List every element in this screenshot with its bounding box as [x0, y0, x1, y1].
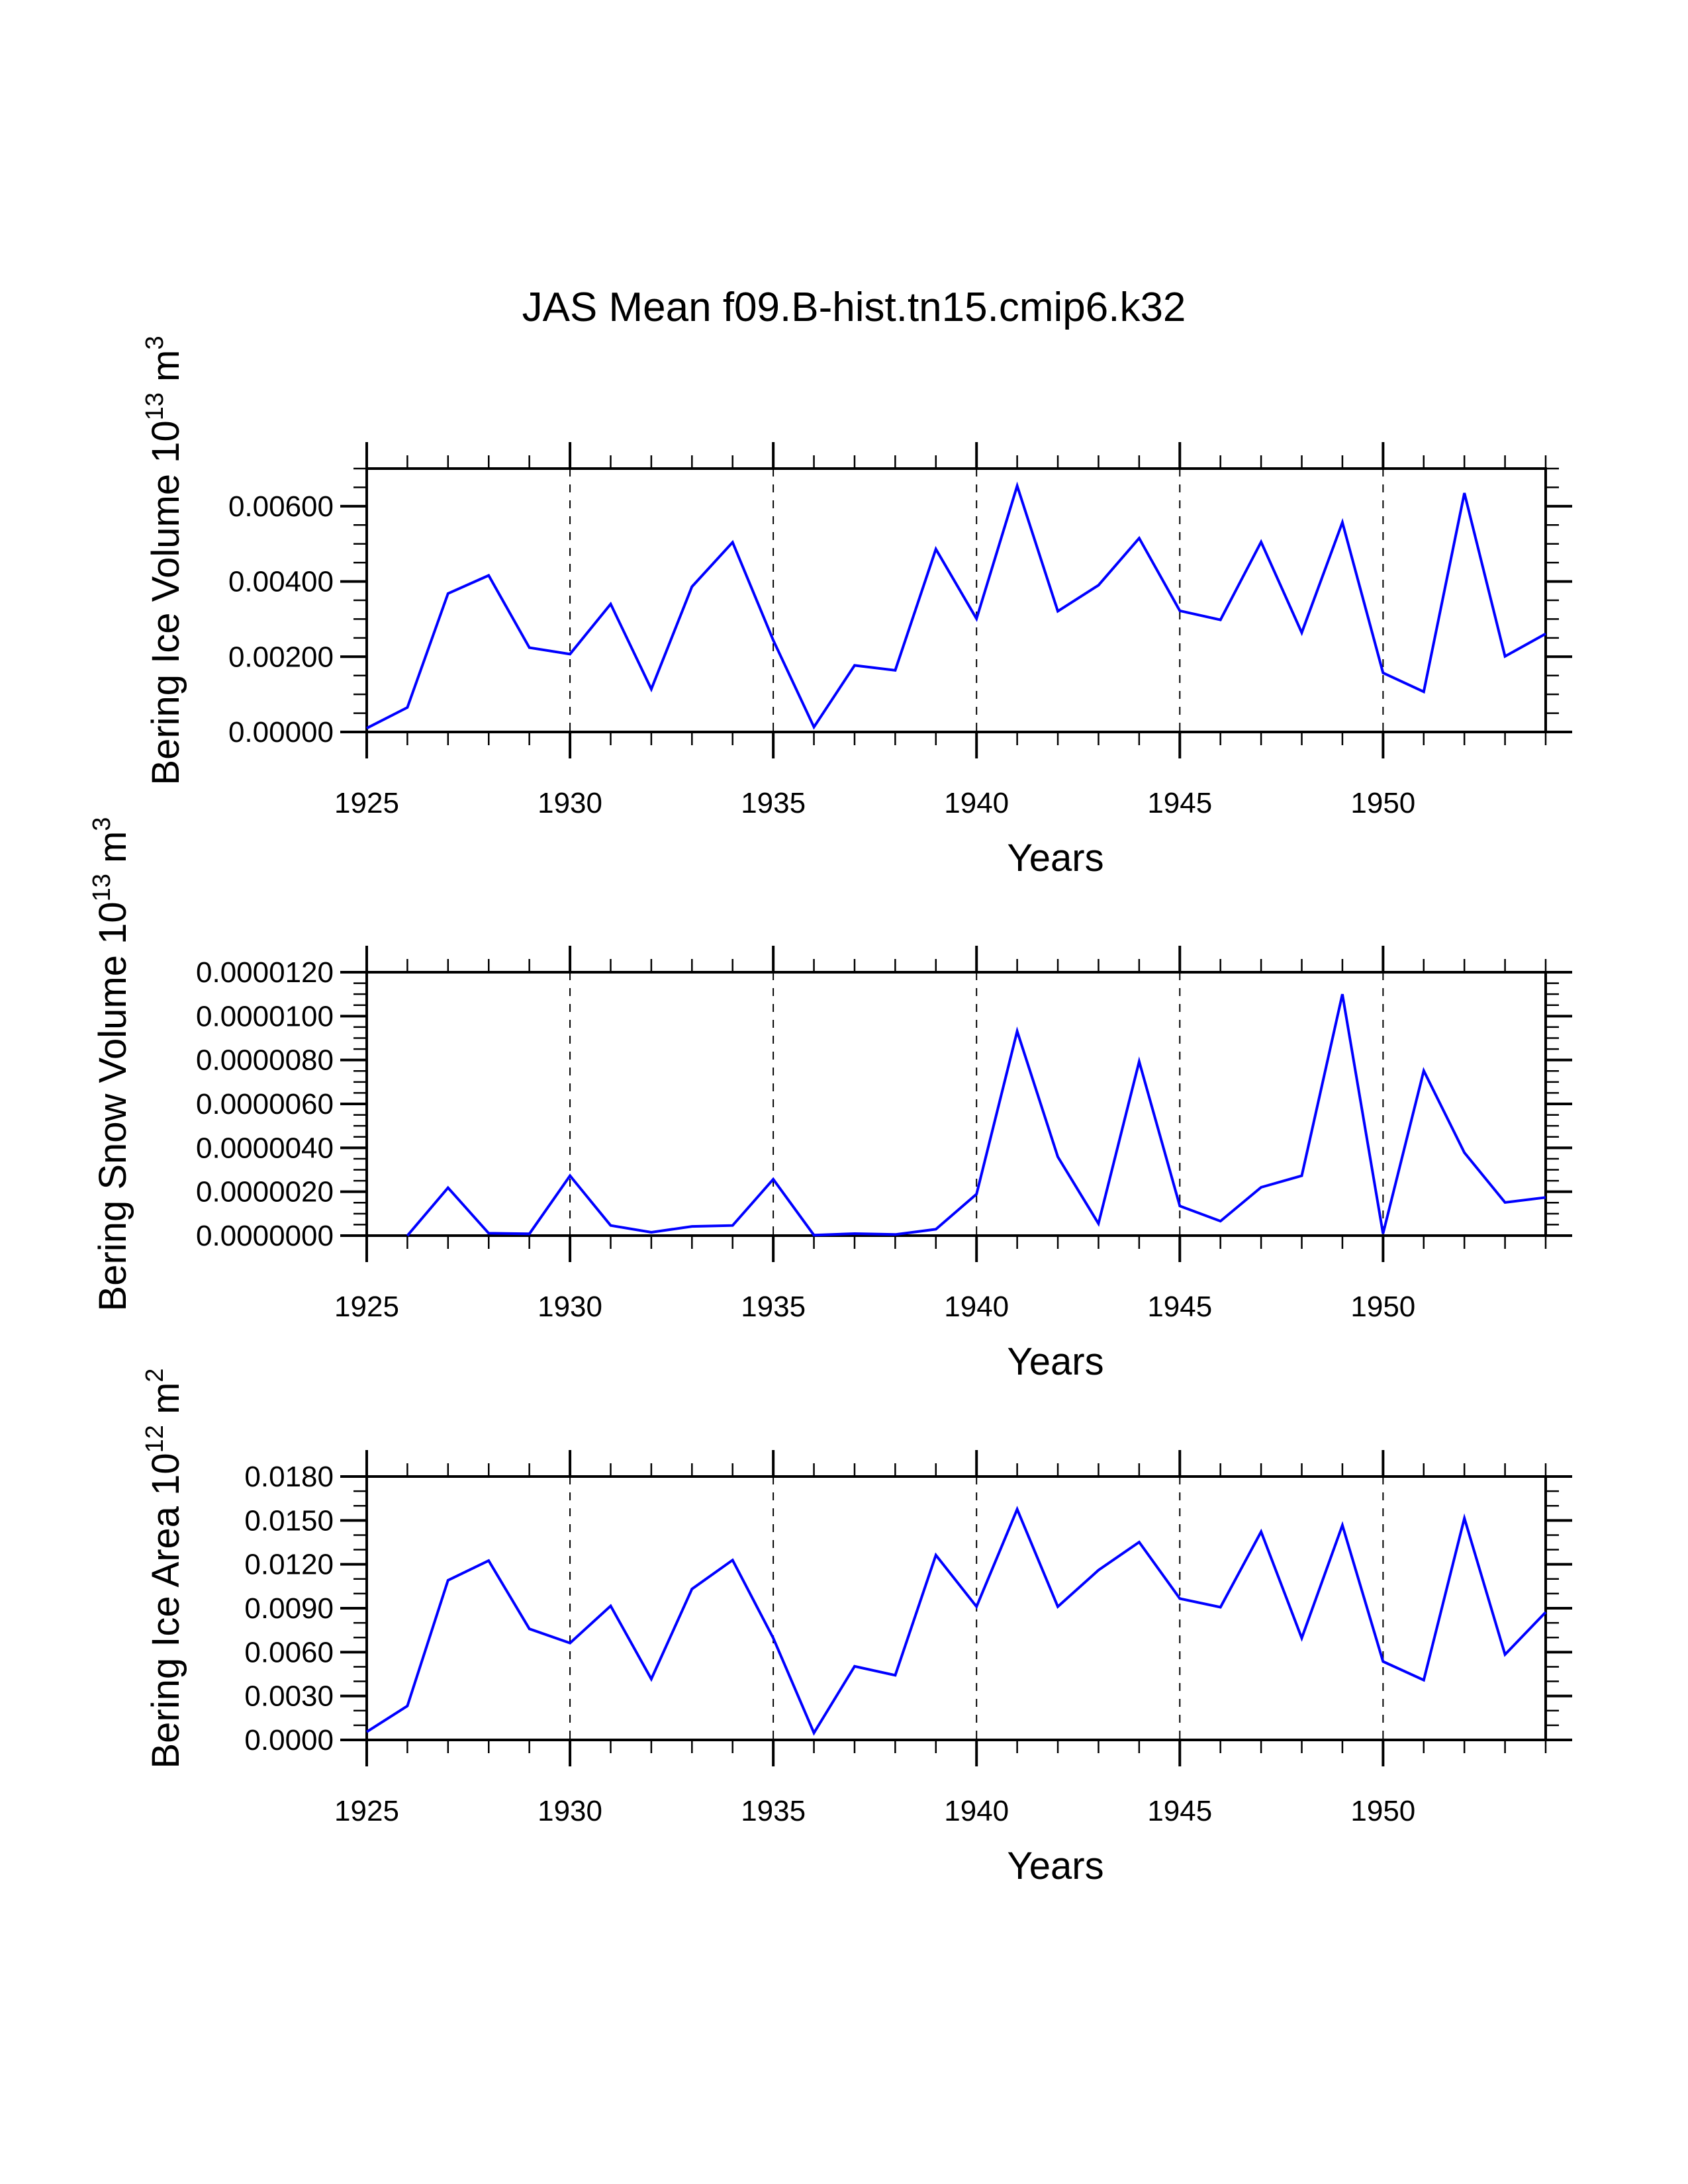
- x-tick-label: 1930: [538, 1291, 602, 1323]
- x-tick-label: 1950: [1350, 1291, 1415, 1323]
- x-axis-label: Years: [1007, 837, 1103, 880]
- x-tick-label: 1945: [1147, 1291, 1212, 1323]
- figure-title: JAS Mean f09.B-hist.tn15.cmip6.k32: [522, 285, 1186, 330]
- y-tick-label: 0.0000040: [196, 1132, 334, 1164]
- x-tick-label: 1945: [1147, 1795, 1212, 1827]
- y-axis-label: Bering Snow Volume 1013 m3: [88, 817, 134, 1312]
- x-tick-label: 1935: [741, 787, 806, 819]
- x-tick-label: 1950: [1350, 1795, 1415, 1827]
- y-tick-label: 0.0090: [244, 1592, 334, 1625]
- plot-frame: [365, 1475, 1547, 1741]
- x-tick-label: 1925: [334, 1291, 399, 1323]
- x-tick-label: 1925: [334, 1795, 399, 1827]
- y-tick-label: 0.0000000: [196, 1220, 334, 1252]
- y-tick-label: 0.0150: [244, 1504, 334, 1537]
- y-tick-label: 0.0000080: [196, 1044, 334, 1077]
- x-tick-label: 1935: [741, 1795, 806, 1827]
- y-tick-label: 0.0030: [244, 1680, 334, 1713]
- plot-frame: [365, 467, 1547, 733]
- y-tick-label: 0.0120: [244, 1549, 334, 1581]
- x-tick-label: 1935: [741, 1291, 806, 1323]
- y-tick-label: 0.0000020: [196, 1176, 334, 1208]
- series-line: [406, 993, 1546, 1237]
- y-tick-label: 0.00000: [228, 716, 334, 749]
- y-tick-label: 0.00600: [228, 490, 334, 523]
- y-tick-label: 0.0000100: [196, 1000, 334, 1032]
- series-line: [366, 481, 1546, 730]
- y-tick-label: 0.0000120: [196, 956, 334, 989]
- x-tick-label: 1930: [538, 787, 602, 819]
- y-tick-label: 0.00400: [228, 566, 334, 598]
- y-axis-label: Bering Ice Area 1012 m2: [141, 1368, 187, 1768]
- x-tick-label: 1930: [538, 1795, 602, 1827]
- x-tick-label: 1950: [1350, 787, 1415, 819]
- y-tick-label: 0.0060: [244, 1636, 334, 1668]
- y-axis-label: Bering Ice Volume 1013 m3: [141, 336, 187, 785]
- y-tick-label: 0.0000: [244, 1724, 334, 1756]
- plot-frame: [365, 971, 1547, 1237]
- y-tick-label: 0.0000060: [196, 1088, 334, 1120]
- x-axis-label: Years: [1007, 1340, 1103, 1383]
- y-tick-label: 0.00200: [228, 641, 334, 673]
- x-tick-label: 1925: [334, 787, 399, 819]
- x-tick-label: 1940: [944, 787, 1009, 819]
- x-tick-label: 1945: [1147, 787, 1212, 819]
- series-line: [365, 1506, 1547, 1736]
- x-axis-label: Years: [1007, 1844, 1103, 1888]
- panel-bering-ice-area: 1925 1930 1935 1940 1945 1950 Years 0.0000 0.003…: [141, 1368, 1572, 1888]
- y-tick-label: 0.0180: [244, 1461, 334, 1493]
- panel-bering-ice-volume: 1925 1930 1935 1940 1945 1950 Years 0.00000 0.00…: [141, 336, 1572, 880]
- x-tick-label: 1940: [944, 1291, 1009, 1323]
- panel-bering-snow-volume: 1925 1930 1935 1940 1945 1950 Years 0.0000000 0.…: [88, 817, 1572, 1383]
- x-tick-label: 1940: [944, 1795, 1009, 1827]
